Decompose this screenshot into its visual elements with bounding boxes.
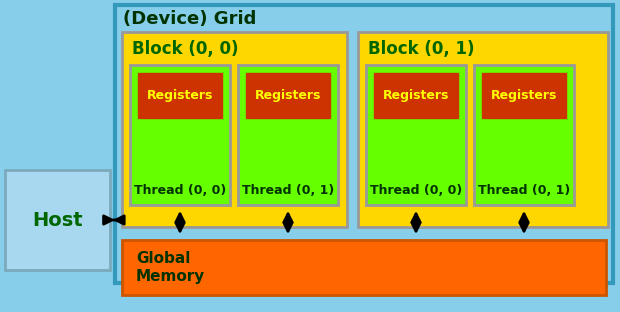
Text: Registers: Registers (491, 89, 557, 102)
Text: Thread (0, 0): Thread (0, 0) (134, 184, 226, 197)
Text: Registers: Registers (383, 89, 449, 102)
FancyArrowPatch shape (104, 216, 124, 224)
FancyArrowPatch shape (176, 214, 184, 231)
FancyArrowPatch shape (520, 214, 528, 231)
Bar (474, 65, 574, 205)
Bar (366, 65, 466, 205)
Bar (238, 65, 338, 205)
Text: Registers: Registers (147, 89, 213, 102)
Text: (Device) Grid: (Device) Grid (123, 10, 257, 28)
Bar (122, 32, 347, 227)
FancyArrowPatch shape (284, 214, 292, 231)
Bar (358, 32, 608, 227)
Bar (374, 73, 458, 118)
Bar (482, 73, 566, 118)
Bar (246, 73, 330, 118)
Bar (130, 65, 230, 205)
Bar (5, 170, 110, 270)
Text: Thread (0, 1): Thread (0, 1) (242, 184, 334, 197)
Text: Registers: Registers (255, 89, 321, 102)
Text: Thread (0, 0): Thread (0, 0) (370, 184, 462, 197)
Text: Thread (0, 1): Thread (0, 1) (478, 184, 570, 197)
Text: Block (0, 1): Block (0, 1) (368, 40, 474, 58)
Text: Host: Host (32, 211, 83, 230)
FancyArrowPatch shape (412, 214, 420, 231)
Bar (115, 5, 613, 283)
Bar (138, 73, 222, 118)
Text: Block (0, 0): Block (0, 0) (132, 40, 239, 58)
Text: Global
Memory: Global Memory (136, 251, 205, 284)
Bar (122, 240, 606, 295)
